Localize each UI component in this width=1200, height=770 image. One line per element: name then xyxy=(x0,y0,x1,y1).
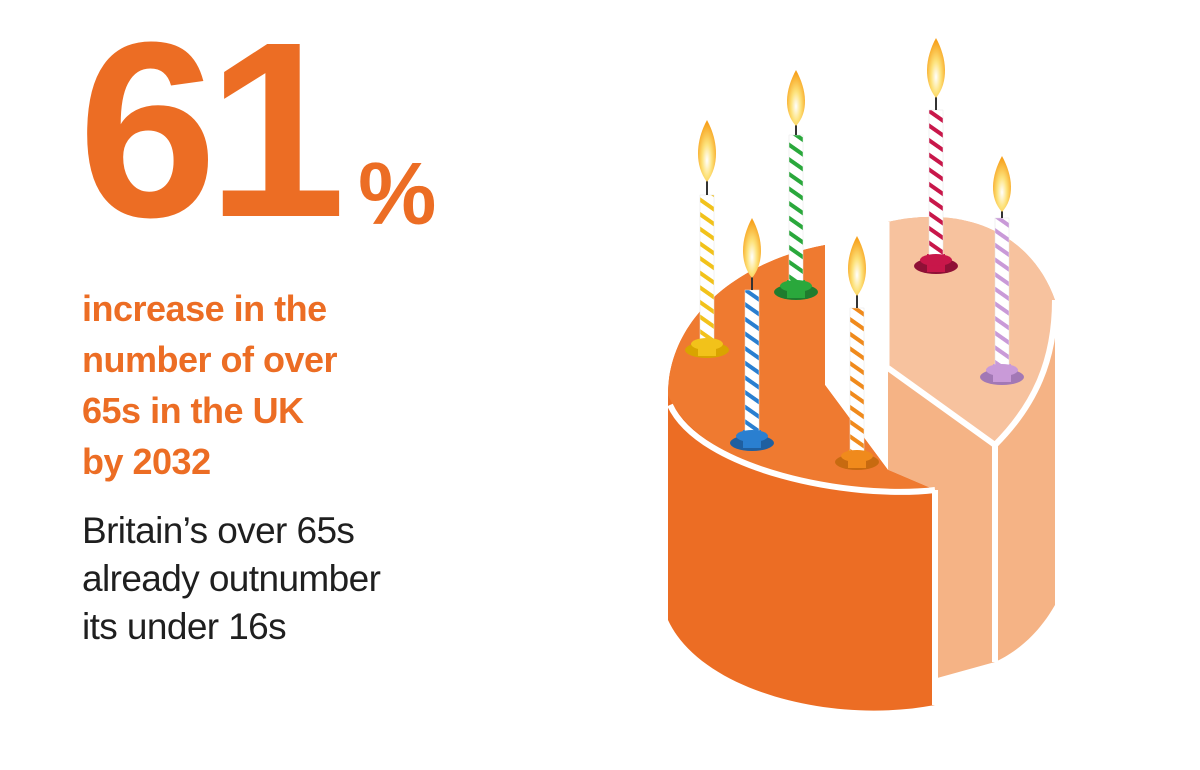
stat-description-line: number of over xyxy=(82,339,338,380)
candle-yellow xyxy=(685,120,729,358)
stat-description-line: by 2032 xyxy=(82,441,211,482)
candle-orange xyxy=(835,236,879,470)
stat-description-line: 65s in the UK xyxy=(82,390,304,431)
stat-number: 61 xyxy=(78,0,346,269)
stat-description: increase in the number of over 65s in th… xyxy=(82,283,502,487)
candle-blue xyxy=(730,218,774,451)
supporting-text-line: its under 16s xyxy=(82,606,287,647)
supporting-text: Britain’s over 65s already outnumber its… xyxy=(82,507,522,651)
supporting-text-line: Britain’s over 65s xyxy=(82,510,355,551)
cake-body-dark xyxy=(667,245,938,711)
candle-red xyxy=(914,38,958,274)
headline-statistic: 61 % xyxy=(78,0,437,269)
candle-green xyxy=(774,70,818,300)
stat-percent-sign: % xyxy=(358,144,437,243)
stat-description-line: increase in the xyxy=(82,288,327,329)
candle-lilac xyxy=(980,156,1024,385)
supporting-text-line: already outnumber xyxy=(82,558,381,599)
birthday-cake-illustration xyxy=(667,38,1058,711)
